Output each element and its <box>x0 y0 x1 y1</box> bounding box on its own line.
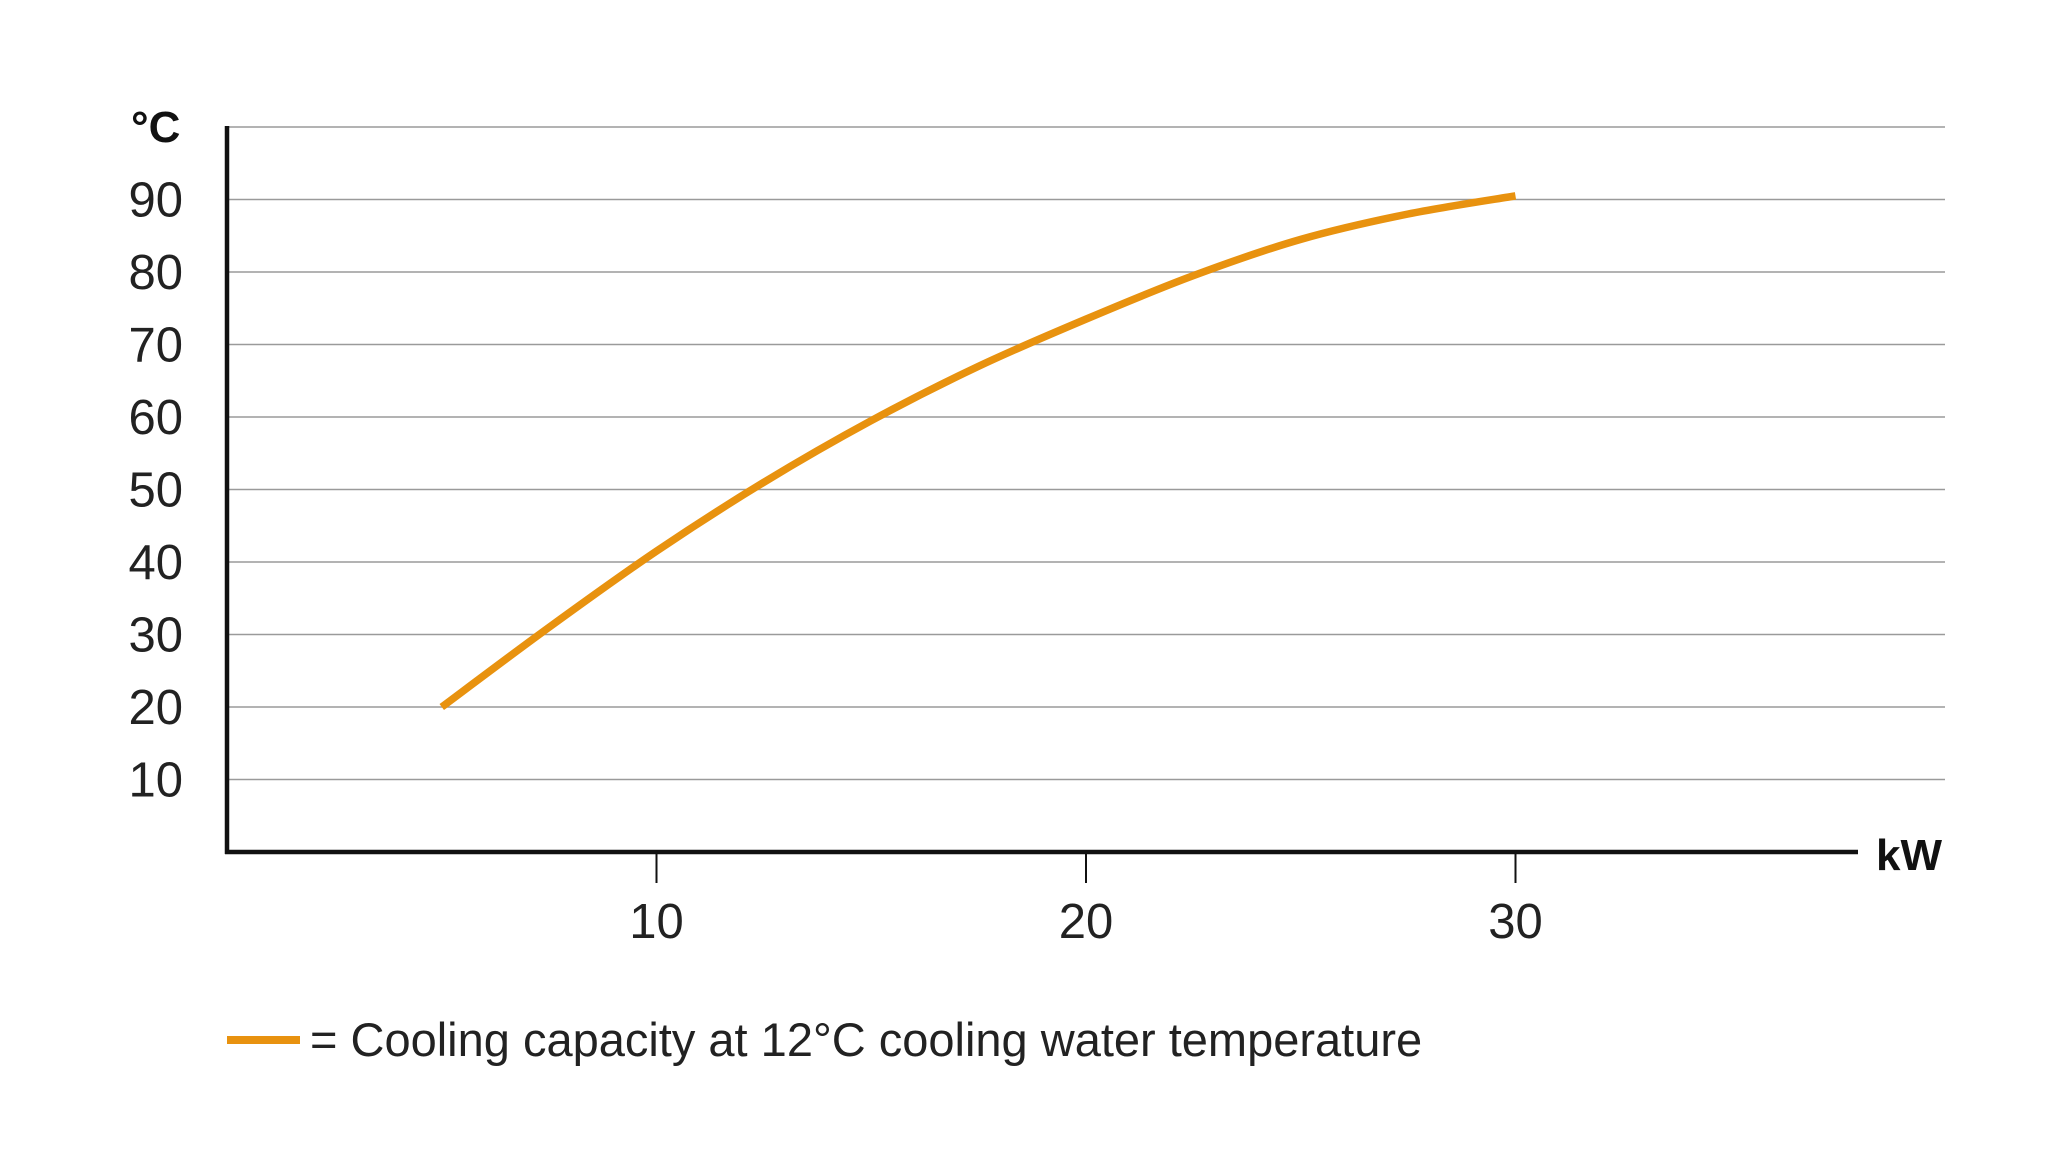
y-tick-label-30: 30 <box>128 609 183 663</box>
legend-label: = Cooling capacity at 12°C cooling water… <box>310 1013 1422 1066</box>
series-line-cooling-capacity <box>439 192 1517 711</box>
y-axis-unit: °C <box>131 103 180 152</box>
y-tick-label-20: 20 <box>128 681 183 735</box>
data-series <box>439 192 1517 711</box>
gridlines <box>227 126 1945 781</box>
x-tick-label-10: 10 <box>629 895 684 949</box>
y-tick-label-10: 10 <box>128 754 183 808</box>
x-tick-labels: 10 20 30 <box>629 895 1543 949</box>
y-tick-labels: 10 20 30 40 50 60 70 80 90 <box>128 174 183 808</box>
y-tick-label-60: 60 <box>128 391 183 445</box>
x-axis-unit: kW <box>1876 831 1942 880</box>
y-tick-label-90: 90 <box>128 174 183 228</box>
x-tick-label-20: 20 <box>1059 895 1114 949</box>
legend: = Cooling capacity at 12°C cooling water… <box>227 1013 1422 1066</box>
y-tick-label-70: 70 <box>128 319 183 373</box>
y-tick-label-40: 40 <box>128 536 183 590</box>
x-tick-label-30: 30 <box>1488 895 1543 949</box>
y-tick-label-50: 50 <box>128 464 183 518</box>
axes <box>224 126 1858 883</box>
y-tick-label-80: 80 <box>128 246 183 300</box>
